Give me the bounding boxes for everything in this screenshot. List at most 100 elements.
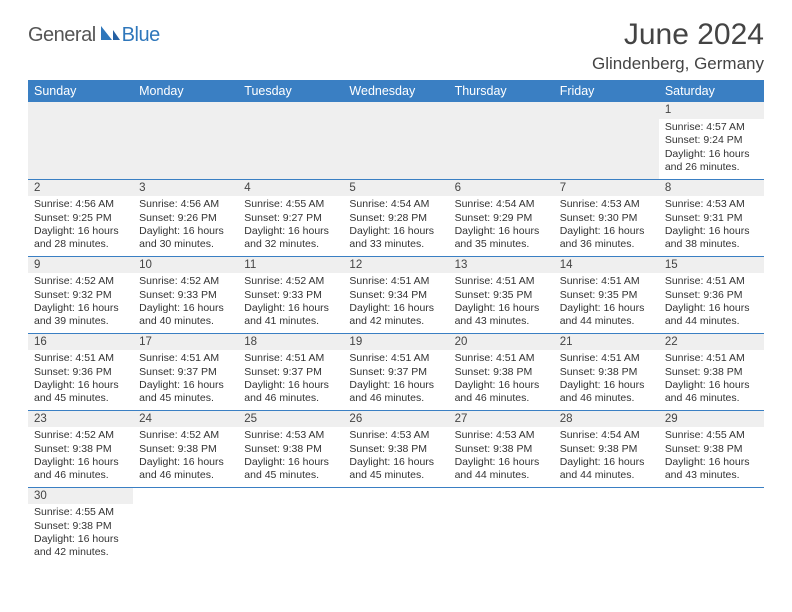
day-number: 2: [28, 180, 133, 197]
day-number: 19: [343, 334, 448, 351]
sunrise-text: Sunrise: 4:56 AM: [139, 198, 232, 211]
calendar-table: SundayMondayTuesdayWednesdayThursdayFrid…: [28, 80, 764, 564]
sunrise-text: Sunrise: 4:57 AM: [665, 121, 758, 134]
calendar-cell: [449, 487, 554, 564]
calendar-cell: [554, 102, 659, 179]
day-body: Sunrise: 4:55 AMSunset: 9:27 PMDaylight:…: [238, 196, 343, 254]
brand-logo: General Blue: [28, 24, 160, 47]
dayname-sunday: Sunday: [28, 80, 133, 102]
day-body: Sunrise: 4:53 AMSunset: 9:38 PMDaylight:…: [238, 427, 343, 485]
header: General Blue June 2024 Glindenberg, Germ…: [28, 18, 764, 74]
calendar-cell: 21Sunrise: 4:51 AMSunset: 9:38 PMDayligh…: [554, 333, 659, 410]
sunrise-text: Sunrise: 4:51 AM: [455, 275, 548, 288]
calendar-cell: 8Sunrise: 4:53 AMSunset: 9:31 PMDaylight…: [659, 179, 764, 256]
sunrise-text: Sunrise: 4:51 AM: [139, 352, 232, 365]
sunset-text: Sunset: 9:26 PM: [139, 212, 232, 225]
sunset-text: Sunset: 9:24 PM: [665, 134, 758, 147]
calendar-cell: 24Sunrise: 4:52 AMSunset: 9:38 PMDayligh…: [133, 410, 238, 487]
daylight-text: Daylight: 16 hours and 46 minutes.: [244, 379, 337, 406]
sunset-text: Sunset: 9:33 PM: [244, 289, 337, 302]
daylight-text: Daylight: 16 hours and 45 minutes.: [139, 379, 232, 406]
calendar-week: 1Sunrise: 4:57 AMSunset: 9:24 PMDaylight…: [28, 102, 764, 179]
daylight-text: Daylight: 16 hours and 30 minutes.: [139, 225, 232, 252]
calendar-cell: [554, 487, 659, 564]
sunset-text: Sunset: 9:38 PM: [34, 443, 127, 456]
day-body: Sunrise: 4:51 AMSunset: 9:34 PMDaylight:…: [343, 273, 448, 331]
sunset-text: Sunset: 9:37 PM: [244, 366, 337, 379]
calendar-week: 16Sunrise: 4:51 AMSunset: 9:36 PMDayligh…: [28, 333, 764, 410]
day-body: Sunrise: 4:56 AMSunset: 9:25 PMDaylight:…: [28, 196, 133, 254]
calendar-page: General Blue June 2024 Glindenberg, Germ…: [0, 0, 792, 564]
day-number: 29: [659, 411, 764, 428]
brand-text-1: General: [28, 24, 96, 47]
sunset-text: Sunset: 9:35 PM: [560, 289, 653, 302]
day-number: 30: [28, 488, 133, 505]
day-number: 24: [133, 411, 238, 428]
calendar-cell: 19Sunrise: 4:51 AMSunset: 9:37 PMDayligh…: [343, 333, 448, 410]
day-number: 9: [28, 257, 133, 274]
sunrise-text: Sunrise: 4:54 AM: [455, 198, 548, 211]
sunset-text: Sunset: 9:36 PM: [34, 366, 127, 379]
calendar-cell: [133, 487, 238, 564]
daylight-text: Daylight: 16 hours and 44 minutes.: [665, 302, 758, 329]
calendar-cell: 25Sunrise: 4:53 AMSunset: 9:38 PMDayligh…: [238, 410, 343, 487]
day-number: 22: [659, 334, 764, 351]
calendar-cell: 11Sunrise: 4:52 AMSunset: 9:33 PMDayligh…: [238, 256, 343, 333]
calendar-cell: [28, 102, 133, 179]
sunrise-text: Sunrise: 4:53 AM: [665, 198, 758, 211]
calendar-cell: 4Sunrise: 4:55 AMSunset: 9:27 PMDaylight…: [238, 179, 343, 256]
calendar-header-row: SundayMondayTuesdayWednesdayThursdayFrid…: [28, 80, 764, 102]
day-body: Sunrise: 4:51 AMSunset: 9:37 PMDaylight:…: [343, 350, 448, 408]
day-number: 17: [133, 334, 238, 351]
daylight-text: Daylight: 16 hours and 46 minutes.: [455, 379, 548, 406]
day-body: Sunrise: 4:53 AMSunset: 9:38 PMDaylight:…: [449, 427, 554, 485]
day-body: Sunrise: 4:52 AMSunset: 9:32 PMDaylight:…: [28, 273, 133, 331]
sunrise-text: Sunrise: 4:52 AM: [139, 275, 232, 288]
calendar-cell: 18Sunrise: 4:51 AMSunset: 9:37 PMDayligh…: [238, 333, 343, 410]
daylight-text: Daylight: 16 hours and 44 minutes.: [560, 302, 653, 329]
calendar-cell: 12Sunrise: 4:51 AMSunset: 9:34 PMDayligh…: [343, 256, 448, 333]
calendar-week: 23Sunrise: 4:52 AMSunset: 9:38 PMDayligh…: [28, 410, 764, 487]
sunset-text: Sunset: 9:27 PM: [244, 212, 337, 225]
day-number: 10: [133, 257, 238, 274]
sunset-text: Sunset: 9:38 PM: [560, 443, 653, 456]
calendar-cell: 10Sunrise: 4:52 AMSunset: 9:33 PMDayligh…: [133, 256, 238, 333]
day-body: Sunrise: 4:54 AMSunset: 9:28 PMDaylight:…: [343, 196, 448, 254]
sunset-text: Sunset: 9:38 PM: [560, 366, 653, 379]
sunset-text: Sunset: 9:31 PM: [665, 212, 758, 225]
calendar-cell: 3Sunrise: 4:56 AMSunset: 9:26 PMDaylight…: [133, 179, 238, 256]
calendar-week: 2Sunrise: 4:56 AMSunset: 9:25 PMDaylight…: [28, 179, 764, 256]
daylight-text: Daylight: 16 hours and 45 minutes.: [244, 456, 337, 483]
day-number: 26: [343, 411, 448, 428]
day-body: Sunrise: 4:52 AMSunset: 9:38 PMDaylight:…: [28, 427, 133, 485]
daylight-text: Daylight: 16 hours and 41 minutes.: [244, 302, 337, 329]
calendar-cell: 30Sunrise: 4:55 AMSunset: 9:38 PMDayligh…: [28, 487, 133, 564]
day-body: Sunrise: 4:51 AMSunset: 9:38 PMDaylight:…: [449, 350, 554, 408]
day-body: Sunrise: 4:51 AMSunset: 9:35 PMDaylight:…: [554, 273, 659, 331]
sunrise-text: Sunrise: 4:54 AM: [349, 198, 442, 211]
sunrise-text: Sunrise: 4:53 AM: [244, 429, 337, 442]
calendar-cell: [343, 102, 448, 179]
day-number: 23: [28, 411, 133, 428]
day-number: 12: [343, 257, 448, 274]
sunset-text: Sunset: 9:36 PM: [665, 289, 758, 302]
day-number: 16: [28, 334, 133, 351]
sunrise-text: Sunrise: 4:51 AM: [560, 352, 653, 365]
daylight-text: Daylight: 16 hours and 46 minutes.: [349, 379, 442, 406]
sunset-text: Sunset: 9:25 PM: [34, 212, 127, 225]
daylight-text: Daylight: 16 hours and 44 minutes.: [455, 456, 548, 483]
sunset-text: Sunset: 9:38 PM: [349, 443, 442, 456]
day-body: Sunrise: 4:52 AMSunset: 9:33 PMDaylight:…: [238, 273, 343, 331]
day-body: Sunrise: 4:53 AMSunset: 9:31 PMDaylight:…: [659, 196, 764, 254]
calendar-cell: 6Sunrise: 4:54 AMSunset: 9:29 PMDaylight…: [449, 179, 554, 256]
sunrise-text: Sunrise: 4:51 AM: [34, 352, 127, 365]
dayname-wednesday: Wednesday: [343, 80, 448, 102]
daylight-text: Daylight: 16 hours and 39 minutes.: [34, 302, 127, 329]
day-body: Sunrise: 4:51 AMSunset: 9:37 PMDaylight:…: [238, 350, 343, 408]
daylight-text: Daylight: 16 hours and 45 minutes.: [34, 379, 127, 406]
calendar-cell: 28Sunrise: 4:54 AMSunset: 9:38 PMDayligh…: [554, 410, 659, 487]
day-number: 25: [238, 411, 343, 428]
day-body: Sunrise: 4:53 AMSunset: 9:30 PMDaylight:…: [554, 196, 659, 254]
sunset-text: Sunset: 9:37 PM: [349, 366, 442, 379]
calendar-cell: 14Sunrise: 4:51 AMSunset: 9:35 PMDayligh…: [554, 256, 659, 333]
